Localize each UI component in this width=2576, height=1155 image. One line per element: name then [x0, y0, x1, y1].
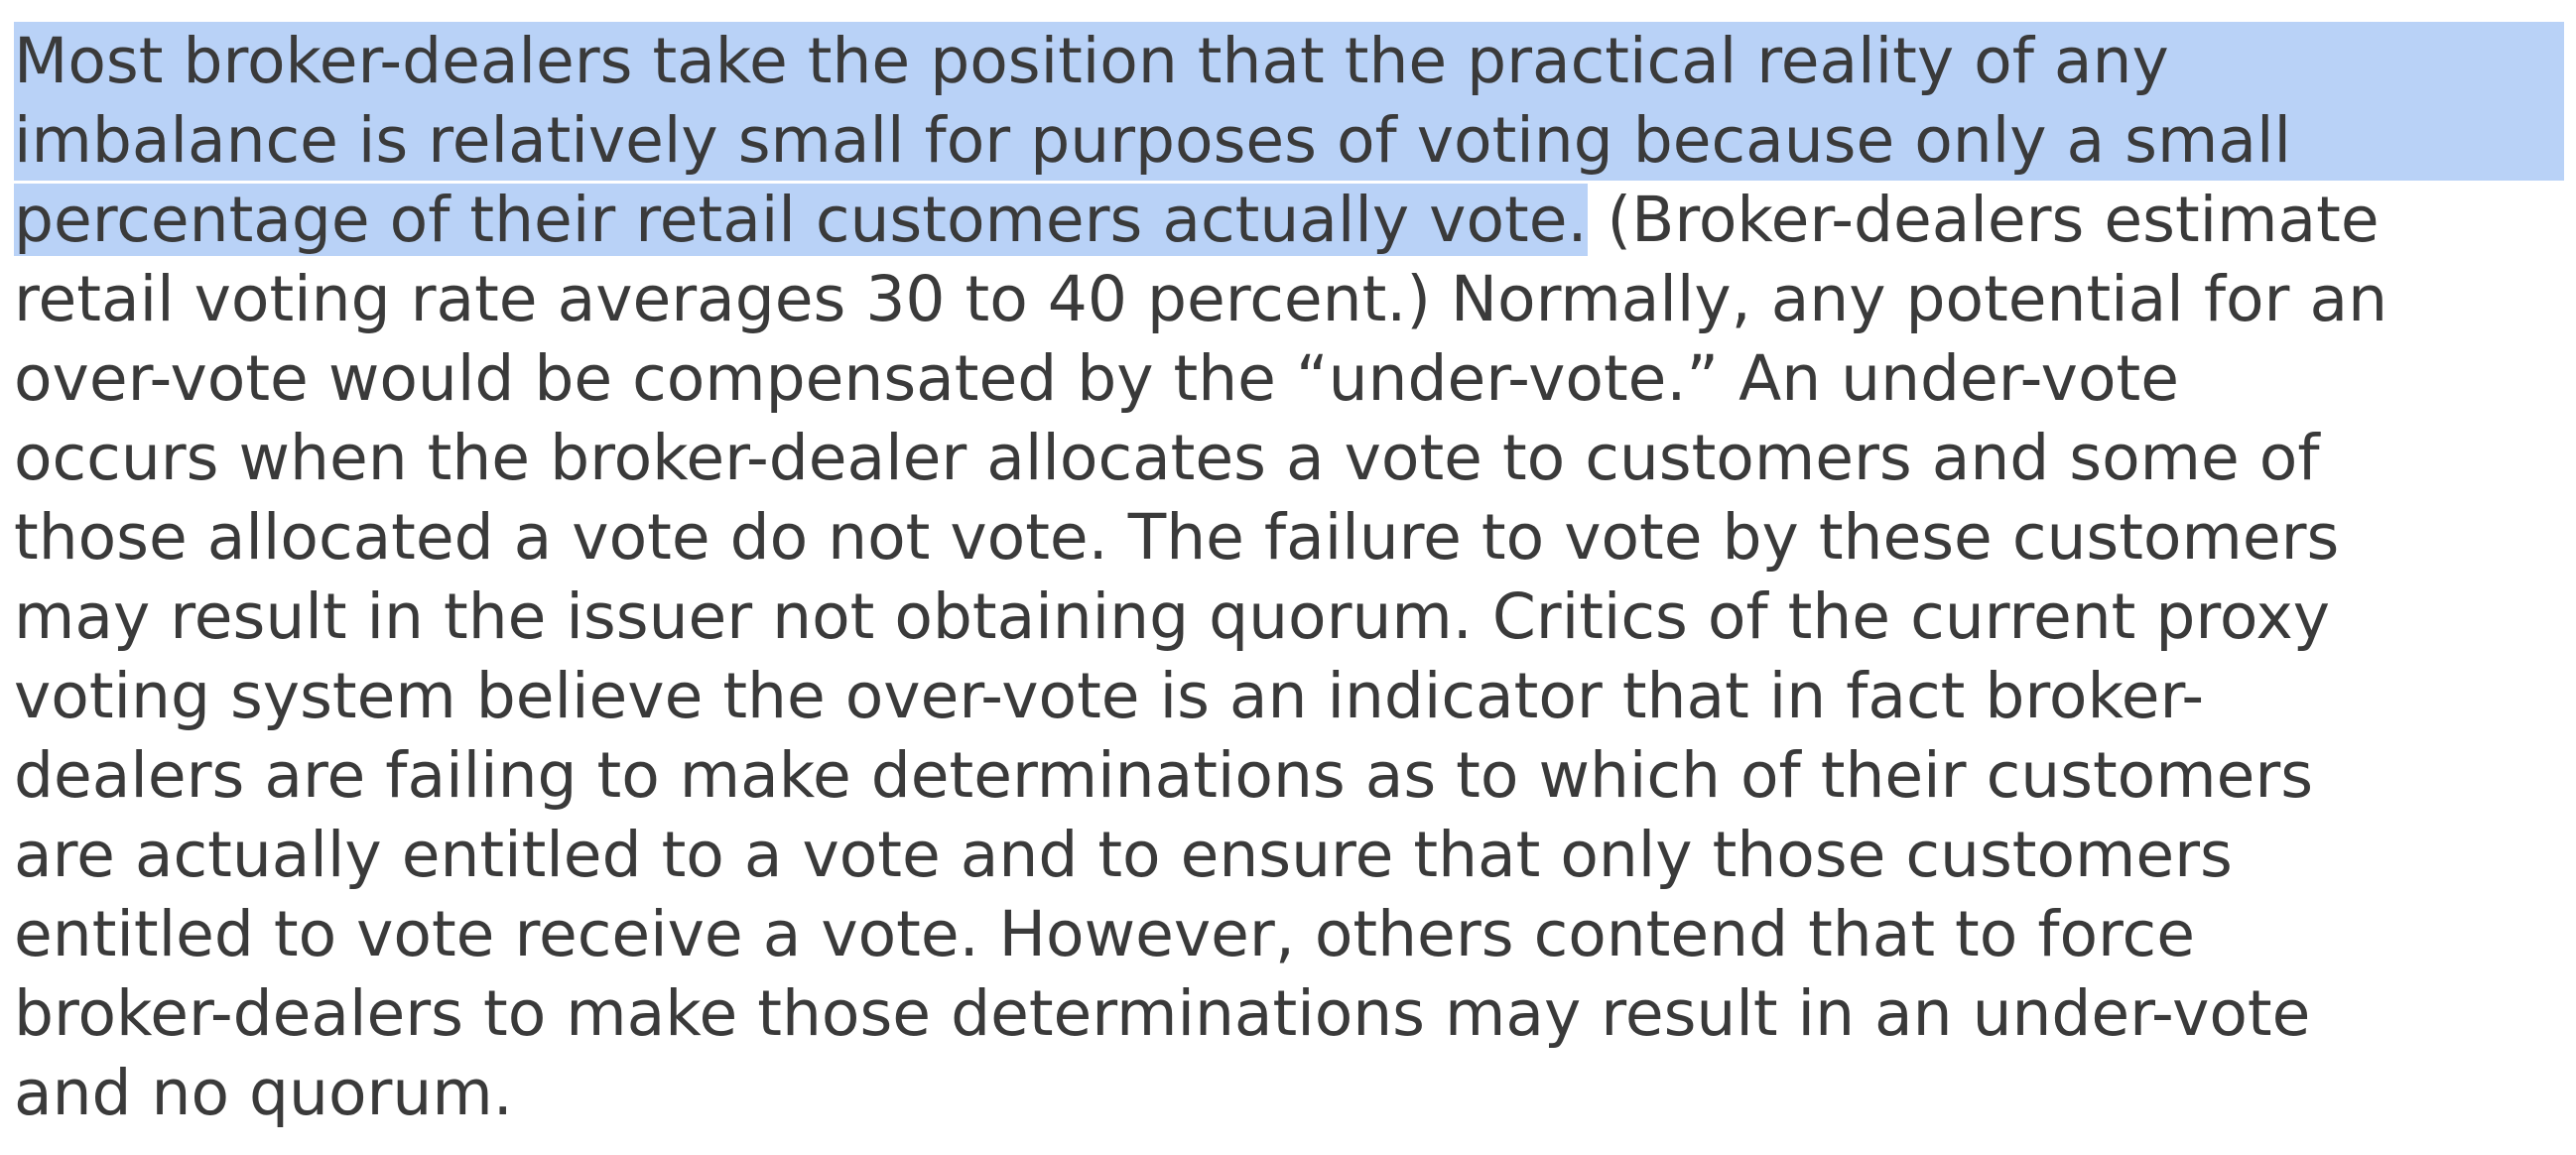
text-line-14[interactable]: and no quorum.: [14, 1057, 513, 1129]
text-line-8[interactable]: may result in the issuer not obtaining q…: [14, 580, 2331, 653]
text-line-7[interactable]: those allocated a vote do not vote. The …: [14, 501, 2340, 574]
selected-text[interactable]: imbalance is relatively small for purpos…: [14, 104, 2291, 177]
text-line-4[interactable]: retail voting rate averages 30 to 40 per…: [14, 263, 2388, 335]
text-line-2-selected[interactable]: imbalance is relatively small for purpos…: [14, 101, 2564, 181]
selected-text[interactable]: percentage of their retail customers act…: [14, 184, 1588, 256]
unselected-text[interactable]: (Broker-dealers estimate: [1587, 184, 2380, 256]
text-line-5[interactable]: over-vote would be compensated by the “u…: [14, 342, 2179, 415]
text-line-6[interactable]: occurs when the broker-dealer allocates …: [14, 422, 2320, 494]
text-line-13[interactable]: broker-dealers to make those determinati…: [14, 977, 2311, 1050]
text-line-10[interactable]: dealers are failing to make determinatio…: [14, 739, 2314, 812]
document-paragraph: Most broker-dealers take the position th…: [14, 22, 2564, 1133]
text-line-9[interactable]: voting system believe the over-vote is a…: [14, 660, 2205, 732]
text-line-3[interactable]: percentage of their retail customers act…: [14, 181, 2564, 260]
text-line-11[interactable]: are actually entitled to a vote and to e…: [14, 819, 2233, 891]
text-line-1-selected[interactable]: Most broker-dealers take the position th…: [14, 22, 2564, 101]
selected-text[interactable]: Most broker-dealers take the position th…: [14, 25, 2169, 97]
text-line-12[interactable]: entitled to vote receive a vote. However…: [14, 898, 2195, 970]
